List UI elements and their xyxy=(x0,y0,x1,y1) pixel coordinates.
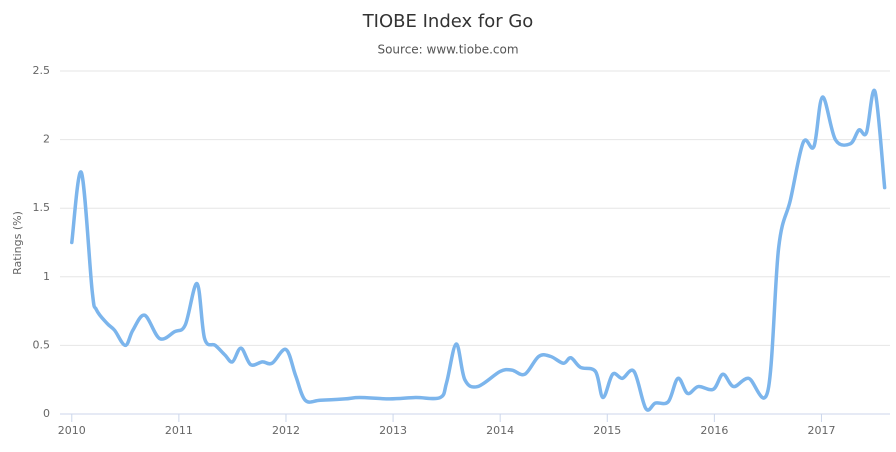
x-tick-label: 2017 xyxy=(807,424,835,437)
x-tick-label: 2012 xyxy=(272,424,300,437)
y-tick-label: 0.5 xyxy=(33,338,51,351)
x-tick-label: 2013 xyxy=(379,424,407,437)
x-tick-label: 2015 xyxy=(593,424,621,437)
data-line xyxy=(70,88,887,412)
y-axis-title: Ratings (%) xyxy=(11,211,24,275)
y-tick-label: 1 xyxy=(43,270,50,283)
x-tick-label: 2010 xyxy=(58,424,86,437)
y-tick-label: 1.5 xyxy=(33,201,51,214)
y-tick-label: 2 xyxy=(43,133,50,146)
chart-title: TIOBE Index for Go xyxy=(362,11,534,32)
x-tick-label: 2011 xyxy=(165,424,193,437)
chart-subtitle: Source: www.tiobe.com xyxy=(377,43,518,57)
x-tick-label: 2014 xyxy=(486,424,514,437)
y-tick-label: 2.5 xyxy=(33,64,51,77)
y-tick-label: 0 xyxy=(43,407,50,420)
x-tick-label: 2016 xyxy=(700,424,728,437)
